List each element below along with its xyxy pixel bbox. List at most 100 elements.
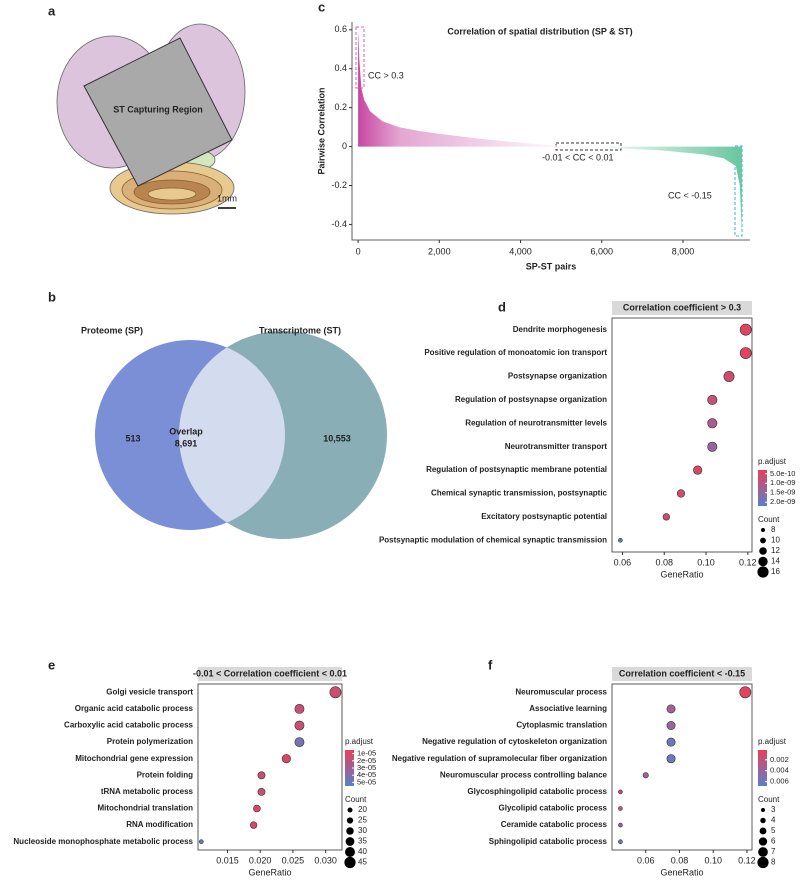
size-key: [759, 547, 767, 555]
y-tick-label: 0.2: [334, 102, 347, 112]
venn-title: Transcriptome (ST): [259, 325, 341, 335]
category-label: Postsynaptic modulation of chemical syna…: [379, 535, 607, 544]
category-label: Associative learning: [529, 704, 607, 713]
colorbar-label: 0.004: [770, 766, 789, 775]
colorbar-label: 1.5e-09: [770, 488, 795, 497]
x-tick-label: 0.020: [249, 855, 272, 865]
dot: [707, 441, 718, 452]
dot: [666, 704, 676, 714]
x-tick-label: 0: [356, 246, 361, 256]
scale-label: 1mm: [217, 193, 237, 203]
size-key: [761, 528, 765, 532]
x-tick-label: 0.08: [671, 855, 689, 865]
category-label: Cytoplasmic translation: [516, 721, 607, 730]
strip: [198, 667, 342, 681]
colorbar-label: 2.0e-09: [770, 497, 795, 506]
y-tick-label: -0.2: [331, 180, 347, 190]
size-label: 6: [771, 837, 776, 846]
size-label: 35: [358, 837, 367, 846]
dot: [642, 772, 649, 779]
size-label: 20: [358, 805, 367, 814]
dot: [666, 737, 676, 747]
colorbar-label: 3e-05: [357, 763, 376, 772]
strip: [612, 301, 752, 315]
dot: [666, 721, 676, 730]
venn-count: 10,553: [323, 433, 351, 443]
colorbar-label: 0.002: [770, 755, 789, 764]
category-label: Ceramide catabolic process: [501, 820, 608, 829]
panel-label: f: [488, 657, 493, 672]
category-label: Protein folding: [137, 770, 194, 779]
dot: [294, 703, 305, 714]
panel-label: b: [48, 289, 56, 304]
dot: [676, 489, 686, 498]
category-label: Chemical synaptic transmission, postsyna…: [431, 489, 608, 498]
x-axis-label: SP-ST pairs: [526, 261, 577, 271]
legend-title: Count: [758, 515, 780, 524]
size-key: [761, 808, 765, 812]
x-tick-label: 0.015: [216, 855, 239, 865]
size-key: [346, 827, 354, 835]
size-label: 12: [771, 546, 780, 555]
x-tick-label: 0.025: [282, 855, 305, 865]
plot-frame: [611, 317, 753, 553]
size-label: 25: [358, 816, 367, 825]
strip-title: Correlation coefficient < -0.15: [619, 668, 745, 678]
size-key: [347, 807, 353, 813]
dot: [257, 787, 266, 796]
legend-title: p.adjust: [758, 457, 787, 466]
dot: [618, 839, 623, 845]
plot-frame: [197, 683, 343, 851]
category-label: Glycosphingolipid catabolic process: [467, 787, 607, 796]
x-tick-label: 0.08: [655, 557, 673, 567]
dot: [294, 720, 305, 731]
x-axis-label: GeneRatio: [248, 867, 291, 877]
size-key: [758, 837, 768, 846]
colorbar-label: 5.0e-10: [770, 469, 795, 478]
category-label: Negative regulation of supramolecular fi…: [392, 754, 607, 763]
colorbar-label: 1e-05: [357, 749, 376, 758]
size-label: 3: [771, 805, 776, 814]
y-tick-label: 0.4: [334, 63, 347, 73]
venn-title: Proteome (SP): [81, 325, 143, 335]
colorbar-label: 4e-05: [357, 770, 376, 779]
x-tick-label: 0.06: [614, 557, 632, 567]
size-key: [344, 856, 356, 869]
dot: [294, 737, 305, 748]
dot: [198, 839, 204, 845]
dot: [739, 686, 752, 699]
panel-label: c: [318, 0, 325, 14]
region-label: ST Capturing Region: [113, 104, 203, 114]
size-label: 8: [771, 525, 776, 534]
annotation: CC > 0.3: [368, 70, 404, 80]
dot: [618, 806, 623, 811]
size-label: 4: [771, 816, 776, 825]
dot: [662, 513, 670, 521]
x-tick-label: 0.10: [704, 855, 722, 865]
category-label: Neurotransmitter transport: [505, 442, 608, 451]
size-key: [759, 827, 767, 835]
dot: [739, 323, 752, 336]
size-key: [345, 837, 355, 846]
category-label: Regulation of postsynaptic membrane pote…: [426, 465, 607, 474]
size-label: 5: [771, 826, 776, 835]
category-label: Organic acid catabolic process: [75, 704, 194, 713]
category-label: Regulation of neurotransmitter levels: [465, 418, 607, 427]
annotation: -0.01 < CC < 0.01: [542, 152, 614, 162]
category-label: Carboxylic acid catabolic process: [64, 721, 193, 730]
category-label: Mitochondrial translation: [97, 804, 193, 813]
category-label: Protein polymerization: [107, 737, 193, 746]
venn-count: 513: [125, 433, 140, 443]
legend-title: Count: [345, 795, 367, 804]
dot: [329, 686, 342, 699]
dot: [666, 754, 676, 764]
category-label: Glycolipid catabolic process: [499, 804, 608, 813]
size-label: 8: [771, 858, 776, 867]
size-key: [757, 566, 769, 578]
strip: [612, 667, 752, 681]
size-key: [758, 556, 768, 567]
category-label: Nucleoside monophosphate metabolic proce…: [13, 837, 193, 846]
category-label: Golgi vesicle transport: [106, 687, 193, 696]
dot: [723, 371, 735, 382]
